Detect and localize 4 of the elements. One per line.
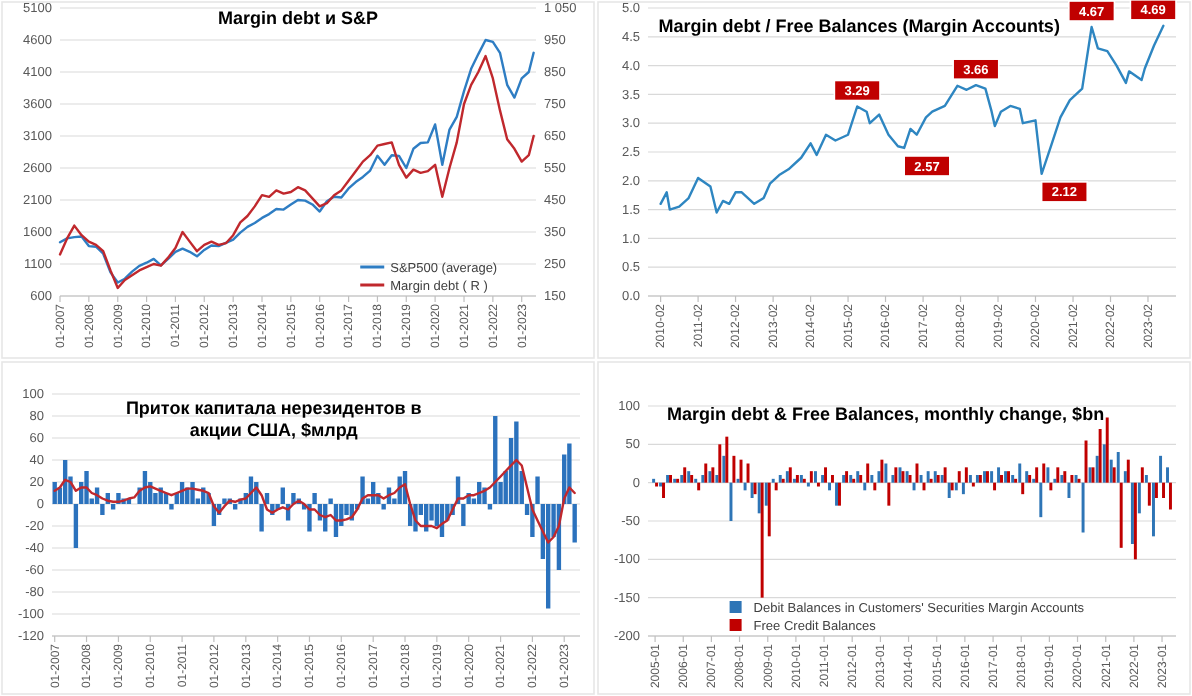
chart-title: Margin debt / Free Balances (Margin Accounts) bbox=[658, 16, 1060, 36]
chart-title: Margin debt и S&P bbox=[217, 8, 379, 28]
text: Приток капитала нерезидентов в акции США, $млрд bbox=[125, 398, 423, 440]
chart-title: Margin debt & Free Balances, monthly change, $bn bbox=[667, 404, 1105, 424]
